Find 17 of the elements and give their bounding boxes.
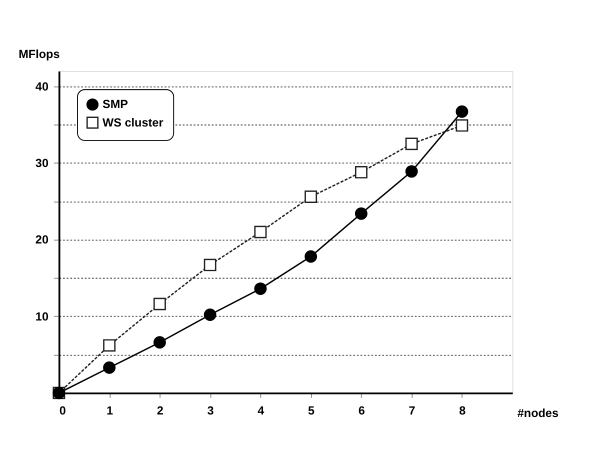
- x-tick-label: 4: [258, 404, 265, 418]
- x-tick-label: 3: [207, 404, 214, 418]
- legend-label: SMP: [102, 98, 128, 112]
- x-axis-title: #nodes: [517, 406, 559, 420]
- x-tick-label: 6: [358, 404, 366, 418]
- y-tick-label: 10: [35, 310, 49, 324]
- x-tick-label: 7: [408, 404, 416, 418]
- x-tick-label: 5: [308, 404, 316, 418]
- x-tick-label: 0: [59, 404, 66, 418]
- x-tick-label: 1: [106, 404, 114, 418]
- y-tick-label: 20: [35, 234, 49, 247]
- x-tick-label: 2: [156, 404, 164, 418]
- x-tick-label: 8: [459, 404, 466, 418]
- y-axis-title: MFlops: [18, 48, 60, 61]
- y-tick-label: 40: [35, 80, 49, 94]
- y-tick-label: 30: [35, 157, 49, 170]
- legend-label: WS cluster: [102, 116, 164, 130]
